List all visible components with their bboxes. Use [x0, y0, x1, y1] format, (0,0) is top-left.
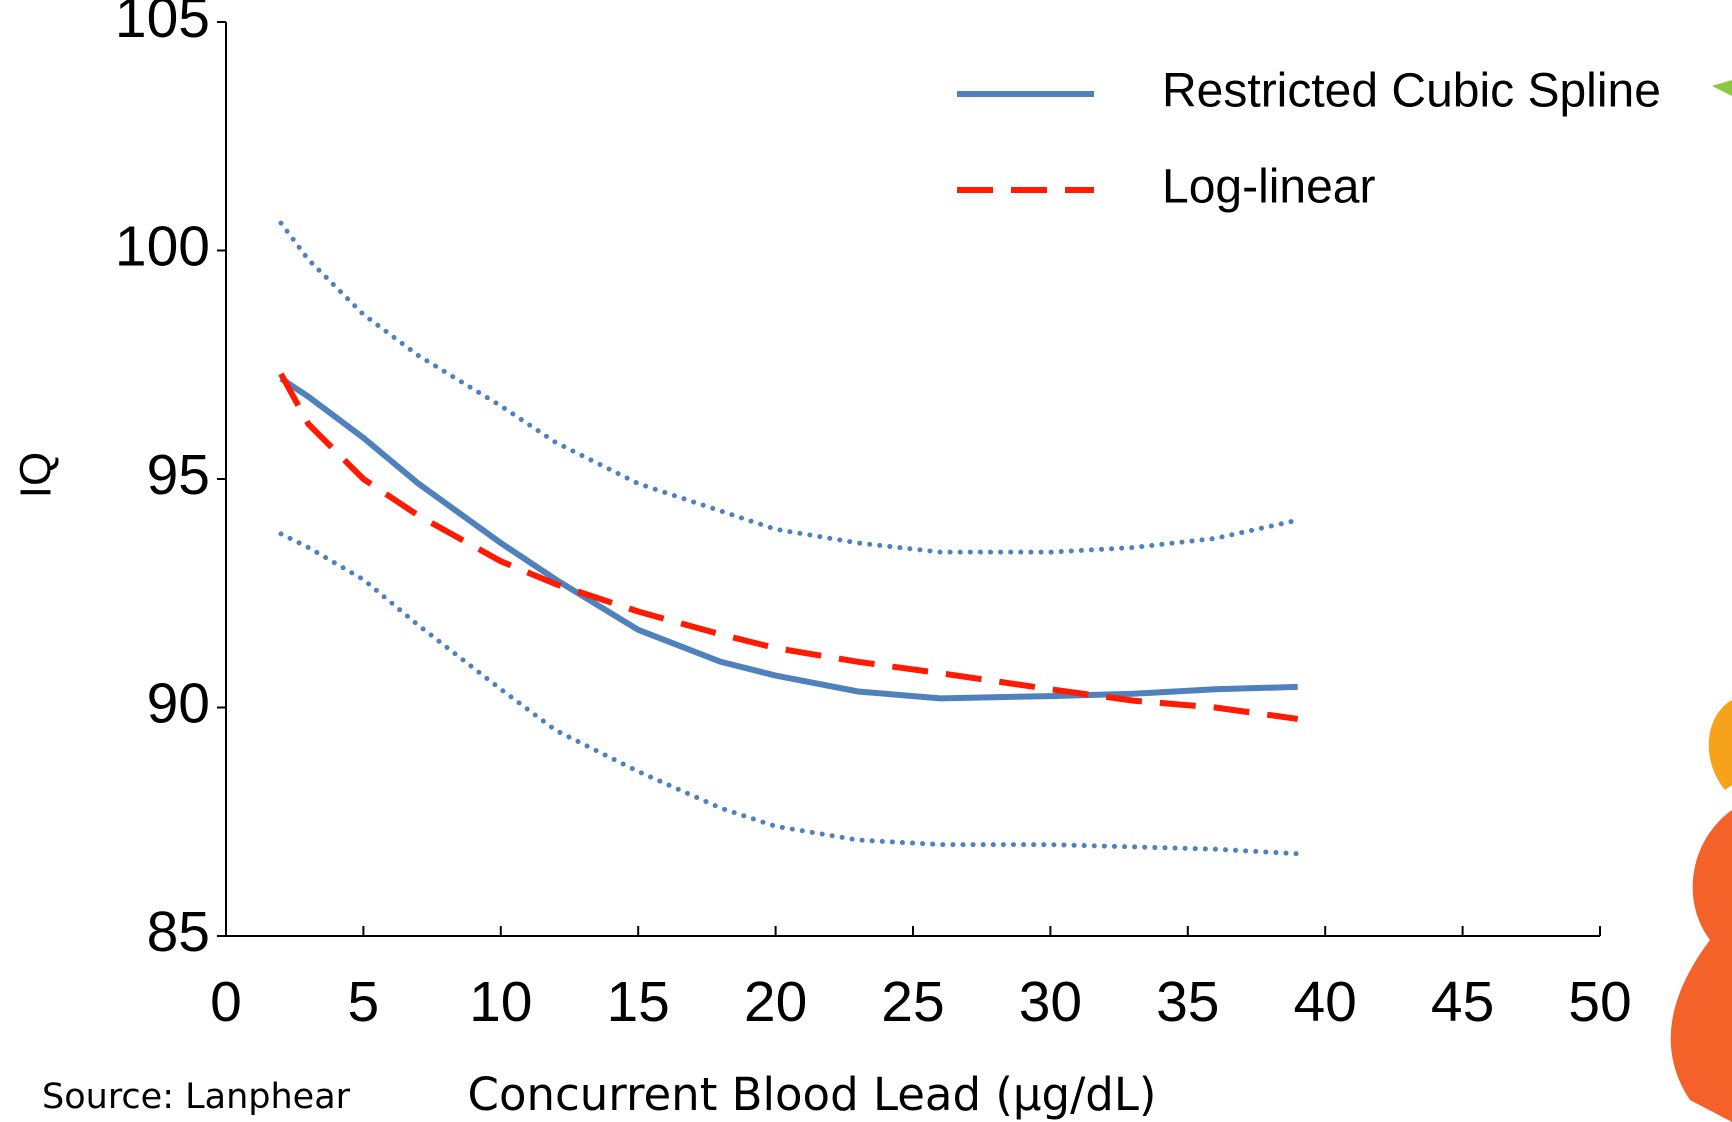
y-axis-label: IQ — [12, 452, 61, 498]
x-tick-label: 35 — [1156, 970, 1219, 1034]
series-line — [278, 531, 1301, 857]
x-tick-label: 50 — [1568, 970, 1631, 1034]
series-line — [278, 220, 1301, 555]
y-tick-label: 85 — [147, 900, 210, 964]
x-tick-label: 30 — [1019, 970, 1082, 1034]
y-tick-label: 105 — [115, 0, 210, 50]
series-line — [279, 375, 1298, 702]
legend-label: Log-linear — [1162, 161, 1375, 214]
y-tick-label: 90 — [147, 672, 210, 736]
series-line — [278, 372, 1299, 722]
x-tick-label: 0 — [210, 970, 242, 1034]
x-tick-label: 10 — [469, 970, 532, 1034]
x-tick-label: 20 — [744, 970, 807, 1034]
x-tick-label: 45 — [1431, 970, 1494, 1034]
y-tick-label: 95 — [147, 443, 210, 507]
x-axis-label: Concurrent Blood Lead (µg/dL) — [468, 1068, 1157, 1121]
x-tick-label: 5 — [348, 970, 380, 1034]
legend-label: Restricted Cubic Spline — [1162, 65, 1661, 118]
x-tick-label: 40 — [1293, 970, 1356, 1034]
x-tick-label: 15 — [606, 970, 669, 1034]
decoration — [1670, 80, 1732, 1122]
source-note: Source: Lanphear — [42, 1077, 351, 1117]
y-tick-label: 100 — [115, 215, 210, 279]
x-tick-label: 25 — [881, 970, 944, 1034]
